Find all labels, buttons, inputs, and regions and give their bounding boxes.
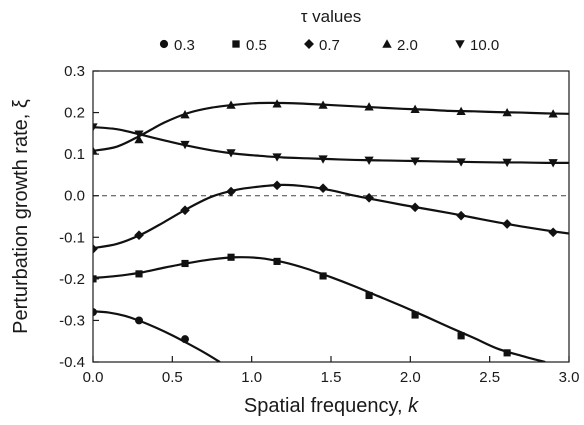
y-tick-label: 0.1 <box>64 146 85 163</box>
legend-label: 0.3 <box>174 37 195 54</box>
data-point-tau-0.7 <box>548 227 558 238</box>
y-tick-label: -0.3 <box>59 312 85 329</box>
data-point-tau-0.5 <box>135 270 143 278</box>
data-point-tau-10.0 <box>548 159 558 168</box>
data-point-tau-0.7 <box>410 202 420 213</box>
data-point-tau-10.0 <box>93 123 98 132</box>
y-tick-label: 0.3 <box>64 63 85 80</box>
data-point-tau-0.7 <box>272 180 282 191</box>
legend-label: 0.5 <box>246 37 267 54</box>
data-point-tau-0.5 <box>181 259 189 268</box>
data-point-tau-0.5 <box>503 349 511 357</box>
x-tick-label: 1.0 <box>241 369 262 386</box>
series-line-tau-0.7 <box>93 183 569 250</box>
legend-marker-tau-0.3 <box>159 39 169 49</box>
data-point-tau-0.3 <box>135 316 144 325</box>
data-point-tau-2.0 <box>410 104 420 113</box>
x-tick-label: 2.5 <box>479 369 500 386</box>
data-point-tau-2.0 <box>502 107 512 117</box>
y-tick-label: -0.1 <box>59 229 85 246</box>
series-line-tau-0.3 <box>93 310 221 362</box>
data-point-tau-2.0 <box>226 100 236 109</box>
data-point-tau-0.7 <box>93 244 98 254</box>
data-point-tau-0.7 <box>134 230 144 241</box>
x-axis-title-text: Spatial frequency, <box>244 395 408 417</box>
data-point-tau-2.0 <box>456 106 466 116</box>
x-tick-label: 3.0 <box>559 369 580 386</box>
series-line-tau-2.0 <box>93 101 569 152</box>
data-point-tau-0.5 <box>273 257 281 265</box>
data-point-tau-0.7 <box>456 210 466 221</box>
data-point-tau-2.0 <box>134 134 144 144</box>
y-tick-label: 0.0 <box>64 188 85 205</box>
data-point-tau-0.5 <box>227 253 235 261</box>
legend-label: 0.7 <box>319 37 340 54</box>
x-tick-label: 1.5 <box>321 369 342 386</box>
legend-marker-tau-0.5 <box>232 40 240 48</box>
y-axis-title: Perturbation growth rate, ξ <box>10 99 32 334</box>
data-point-tau-0.7 <box>364 192 374 203</box>
x-tick-label: 2.0 <box>400 369 421 386</box>
plot-frame <box>92 70 570 363</box>
data-point-tau-10.0 <box>180 140 190 150</box>
data-point-tau-10.0 <box>226 149 236 158</box>
legend-label: 10.0 <box>470 37 499 54</box>
x-axis-title: Spatial frequency, k <box>244 395 419 417</box>
data-point-tau-0.7 <box>318 183 328 194</box>
data-point-tau-0.5 <box>319 272 327 280</box>
data-point-tau-2.0 <box>318 100 328 109</box>
data-point-tau-0.5 <box>365 291 373 300</box>
data-point-tau-2.0 <box>548 109 558 118</box>
data-point-tau-10.0 <box>272 153 282 162</box>
legend-marker-tau-2.0 <box>382 39 392 48</box>
data-point-tau-0.7 <box>502 219 512 229</box>
data-point-tau-10.0 <box>134 130 144 139</box>
legend-title: τ values <box>301 7 362 26</box>
legend-marker-tau-0.7 <box>304 39 314 49</box>
data-point-tau-0.7 <box>180 205 190 216</box>
data-point-tau-2.0 <box>93 146 98 155</box>
data-point-tau-10.0 <box>318 155 328 164</box>
x-axis-title-variable: k <box>408 395 419 417</box>
y-tick-label: 0.2 <box>64 105 85 122</box>
data-point-tau-2.0 <box>180 110 190 119</box>
data-point-tau-0.7 <box>226 186 236 197</box>
series-line-tau-10.0 <box>93 126 569 165</box>
data-point-tau-0.5 <box>411 311 419 319</box>
x-tick-label: 0.5 <box>162 369 183 386</box>
data-point-tau-0.3 <box>181 335 190 344</box>
data-point-tau-0.3 <box>93 308 97 317</box>
x-tick-label: 0.0 <box>83 369 104 386</box>
series-line-tau-0.5 <box>93 256 546 362</box>
data-point-tau-10.0 <box>502 158 512 168</box>
data-point-tau-10.0 <box>410 157 420 166</box>
legend-label: 2.0 <box>397 37 418 54</box>
y-tick-label: -0.2 <box>59 271 85 288</box>
data-point-tau-2.0 <box>272 99 282 108</box>
data-point-tau-10.0 <box>456 158 466 167</box>
data-point-tau-0.5 <box>457 332 465 340</box>
legend: 0.3 0.5 0.7 2.0 10.0 <box>159 37 499 54</box>
data-point-tau-2.0 <box>364 102 374 111</box>
data-point-tau-10.0 <box>364 156 374 165</box>
y-tick-label: -0.4 <box>59 354 85 371</box>
legend-marker-tau-10.0 <box>455 40 465 49</box>
